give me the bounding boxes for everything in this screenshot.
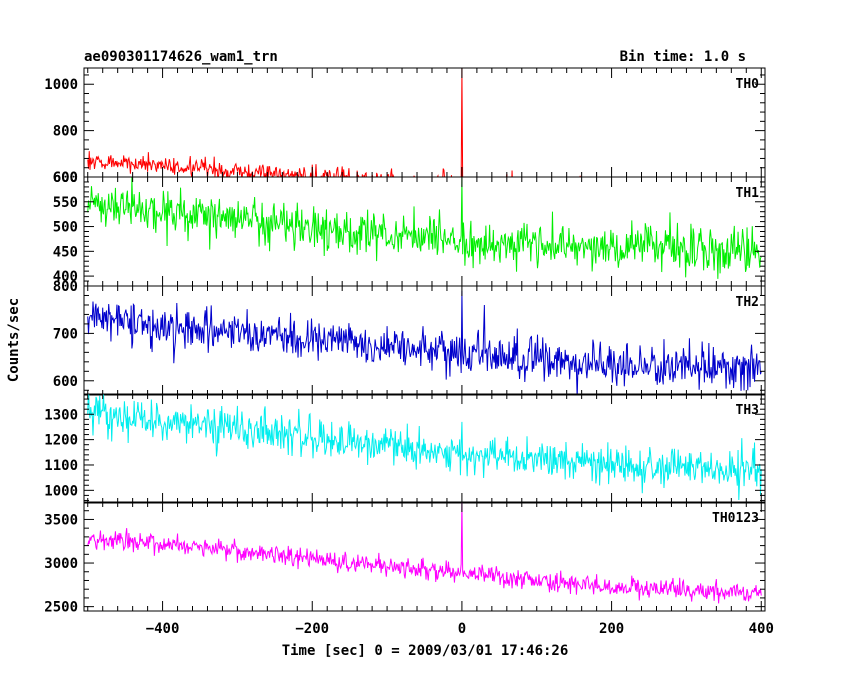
chart-title: ae090301174626_wam1_trn: [84, 49, 278, 65]
y-tick-label-th1: 450: [53, 244, 78, 260]
series-line-th0123: [87, 502, 762, 604]
x-tick-label: 0: [458, 621, 466, 637]
x-axis-label: Time [sec] 0 = 2009/03/01 17:46:26: [282, 643, 569, 659]
y-tick-label-th3: 1300: [44, 407, 78, 423]
y-tick-label-th0: 600: [53, 170, 78, 186]
panel-th2: 600 700 800 TH2: [53, 279, 766, 396]
panel-th0: 600 800 1000 TH0: [44, 67, 766, 186]
series-line-th0: [87, 68, 581, 177]
bin-time-label: Bin time: 1.0 s: [620, 49, 746, 65]
y-tick-label-th0: 1000: [44, 77, 78, 93]
y-tick-label-th3: 1100: [44, 458, 78, 474]
x-axis-tick-labels: −400 −200 0 200 400: [146, 621, 774, 637]
x-tick-label: 200: [599, 621, 624, 637]
series-line-th1: [87, 177, 762, 279]
y-tick-label-th2: 700: [53, 326, 78, 342]
y-tick-label-th2: 600: [53, 374, 78, 390]
y-tick-label-th0123: 3500: [44, 512, 78, 528]
panel-th0123: 2500 3000 3500 TH0123: [44, 501, 766, 616]
panel-frame-th2: [83, 285, 766, 396]
y-tick-label-th0123: 2500: [44, 600, 78, 616]
y-tick-label-th2: 800: [53, 279, 78, 295]
panel-frame-th3: [83, 393, 766, 504]
series-line-th3: [87, 394, 762, 500]
panel-label-th0123: TH0123: [712, 511, 759, 526]
y-tick-label-th1: 550: [53, 195, 78, 211]
y-tick-label-th3: 1000: [44, 483, 78, 499]
x-tick-label: 400: [749, 621, 774, 637]
y-tick-label-th0: 800: [53, 124, 78, 140]
panel-frame-th1: [83, 176, 766, 287]
y-tick-label-th1: 500: [53, 220, 78, 236]
panel-th3: 1000 1100 1200 1300 TH3: [44, 393, 766, 504]
panel-label-th0: TH0: [736, 77, 760, 92]
series-line-th2: [87, 290, 762, 395]
panel-frame-th0: [83, 67, 766, 178]
x-tick-label: −400: [146, 621, 180, 637]
panel-label-th1: TH1: [736, 186, 760, 201]
x-tick-label: −200: [295, 621, 329, 637]
y-axis-label: Counts/sec: [6, 298, 22, 382]
panel-th1: 400 450 500 550 600 TH1: [53, 170, 766, 287]
y-tick-label-th1: 400: [53, 269, 78, 285]
panel-label-th2: TH2: [736, 295, 759, 310]
panel-frame-th0123: [83, 501, 766, 612]
y-tick-label-th3: 1200: [44, 433, 78, 449]
y-tick-label-th0123: 3000: [44, 556, 78, 572]
y-tick-label-th1: 600: [53, 170, 78, 186]
panel-label-th3: TH3: [736, 403, 759, 418]
